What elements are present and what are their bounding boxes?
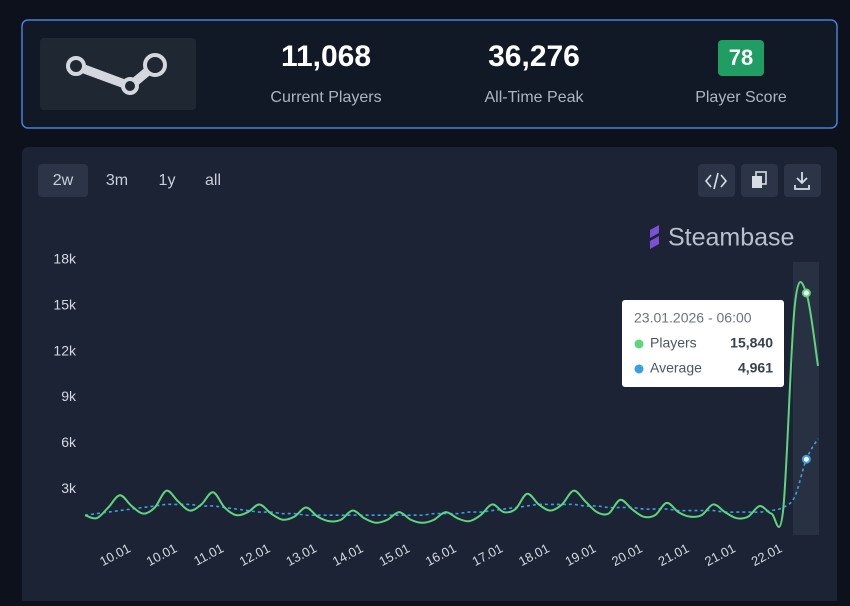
tooltip-box xyxy=(622,300,784,387)
tooltip-value: 15,840 xyxy=(730,335,773,351)
hover-point xyxy=(801,288,811,298)
stats-card xyxy=(21,19,838,129)
tooltip-swatch xyxy=(634,339,644,349)
y-tick-label: 3k xyxy=(61,480,77,496)
brand-icon xyxy=(650,225,659,249)
hover-point xyxy=(801,454,811,464)
range-button-active[interactable] xyxy=(38,164,88,197)
toolbar xyxy=(698,164,821,197)
stat-value: 36,276 xyxy=(488,40,580,73)
brand: Steambase xyxy=(668,224,794,252)
tooltip: 23.01.2026 - 06:00 Players 15,840 Average 4,… xyxy=(622,300,784,387)
tooltip-series-name: Average xyxy=(650,360,702,376)
chart-card xyxy=(22,147,837,606)
stat-value: 11,068 xyxy=(281,40,371,73)
y-tick-label: 9k xyxy=(61,388,77,404)
copy-icon xyxy=(755,171,767,185)
y-tick-label: 18k xyxy=(53,251,77,267)
tooltip-value: 4,961 xyxy=(738,360,773,376)
y-tick-label: 6k xyxy=(61,434,77,450)
stat-label: Current Players xyxy=(270,89,381,106)
logo-box xyxy=(40,38,196,110)
range-button[interactable]: all xyxy=(205,172,221,189)
steam-logo xyxy=(66,53,167,95)
y-tick-label: 12k xyxy=(53,342,77,358)
stat-value: 78 xyxy=(729,45,753,70)
download-icon xyxy=(794,172,810,190)
tooltip-date: 23.01.2026 - 06:00 xyxy=(634,310,752,326)
range-button[interactable]: 2w xyxy=(53,172,74,189)
stat-label: All-Time Peak xyxy=(485,89,585,106)
range-button[interactable]: 3m xyxy=(106,172,128,189)
hover-band xyxy=(793,262,819,535)
stat-label: Player Score xyxy=(695,89,787,106)
y-tick-label: 15k xyxy=(53,297,77,313)
tooltip-swatch xyxy=(634,364,644,374)
series-line xyxy=(84,281,819,528)
embed-icon xyxy=(704,172,728,190)
copy-icon xyxy=(752,176,762,188)
tooltip-series-name: Players xyxy=(650,335,697,351)
score-badge xyxy=(718,40,764,76)
range-button[interactable]: 1y xyxy=(159,172,176,189)
